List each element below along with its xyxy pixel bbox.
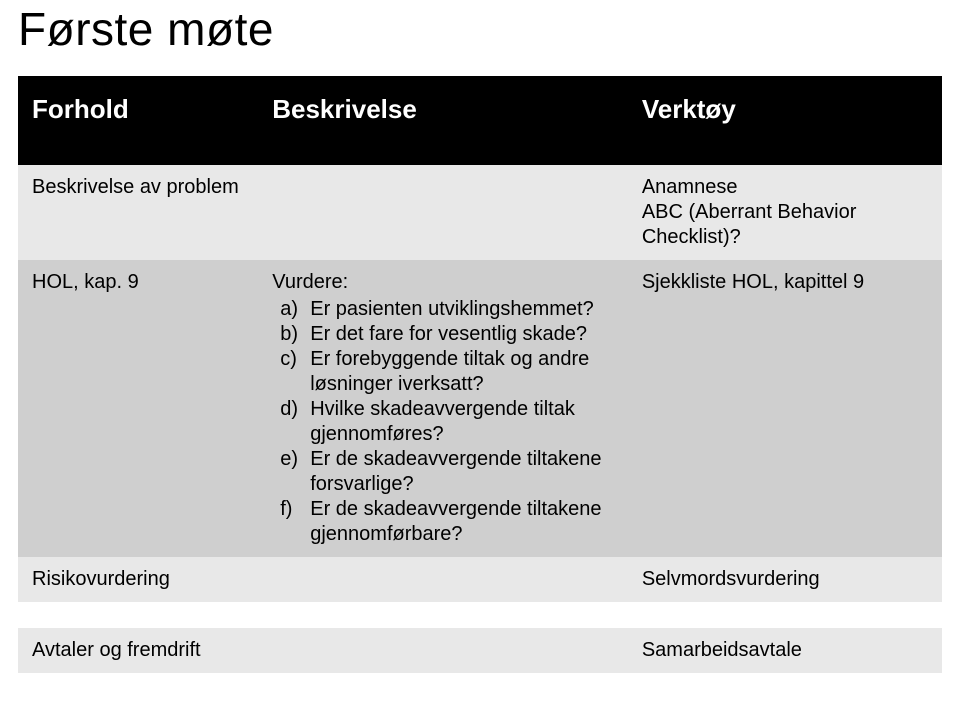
list-item: e) Er de skadeavvergende tiltakene forsv… [272, 447, 614, 497]
cell-beskrivelse [258, 165, 628, 260]
table-row: Risikovurdering Selvmordsvurdering [18, 557, 942, 602]
cell-forhold: Beskrivelse av problem [18, 165, 258, 260]
list-item: b) Er det fare for vesentlig skade? [272, 322, 614, 347]
header-verktoy: Verktøy [628, 76, 942, 165]
vurdere-lead: Vurdere: [272, 270, 614, 295]
header-beskrivelse: Beskrivelse [258, 76, 628, 165]
table-row: HOL, kap. 9 Vurdere: a) Er pasienten utv… [18, 260, 942, 557]
verktoy-line: Anamnese [642, 175, 928, 200]
table-row: Avtaler og fremdrift Samarbeidsavtale [18, 628, 942, 673]
list-item: a) Er pasienten utviklingshemmet? [272, 297, 614, 322]
cell-beskrivelse [258, 557, 628, 602]
table-row: Beskrivelse av problem Anamnese ABC (Abe… [18, 165, 942, 260]
list-marker: f) [272, 497, 310, 522]
cell-verktoy: Samarbeidsavtale [628, 628, 942, 673]
table-header-row: Forhold Beskrivelse Verktøy [18, 76, 942, 165]
verktoy-line: ABC (Aberrant Behavior Checklist)? [642, 200, 928, 250]
list-marker: c) [272, 347, 310, 372]
cell-beskrivelse [258, 628, 628, 673]
table-spacer [18, 602, 942, 628]
cell-verktoy: Selvmordsvurdering [628, 557, 942, 602]
cell-forhold: Avtaler og fremdrift [18, 628, 258, 673]
list-marker: e) [272, 447, 310, 472]
list-item: d) Hvilke skadeavvergende tiltak gjennom… [272, 397, 614, 447]
list-text: Er de skadeavvergende tiltakene forsvarl… [310, 447, 614, 497]
page: Første møte Forhold Beskrivelse Verktøy … [0, 2, 960, 673]
list-marker: a) [272, 297, 310, 322]
cell-forhold: HOL, kap. 9 [18, 260, 258, 557]
cell-verktoy: Anamnese ABC (Aberrant Behavior Checklis… [628, 165, 942, 260]
vurdere-list: a) Er pasienten utviklingshemmet? b) Er … [272, 297, 614, 547]
list-text: Er de skadeavvergende tiltakene gjennomf… [310, 497, 614, 547]
list-text: Er forebyggende tiltak og andre løsninge… [310, 347, 614, 397]
list-text: Er pasienten utviklingshemmet? [310, 297, 614, 322]
list-marker: d) [272, 397, 310, 422]
header-forhold: Forhold [18, 76, 258, 165]
main-table: Forhold Beskrivelse Verktøy Beskrivelse … [18, 76, 942, 673]
list-item: c) Er forebyggende tiltak og andre løsni… [272, 347, 614, 397]
list-text: Hvilke skadeavvergende tiltak gjennomfør… [310, 397, 614, 447]
list-item: f) Er de skadeavvergende tiltakene gjenn… [272, 497, 614, 547]
cell-forhold: Risikovurdering [18, 557, 258, 602]
cell-verktoy: Sjekkliste HOL, kapittel 9 [628, 260, 942, 557]
cell-beskrivelse: Vurdere: a) Er pasienten utviklingshemme… [258, 260, 628, 557]
list-text: Er det fare for vesentlig skade? [310, 322, 614, 347]
list-marker: b) [272, 322, 310, 347]
page-title: Første møte [18, 2, 942, 56]
